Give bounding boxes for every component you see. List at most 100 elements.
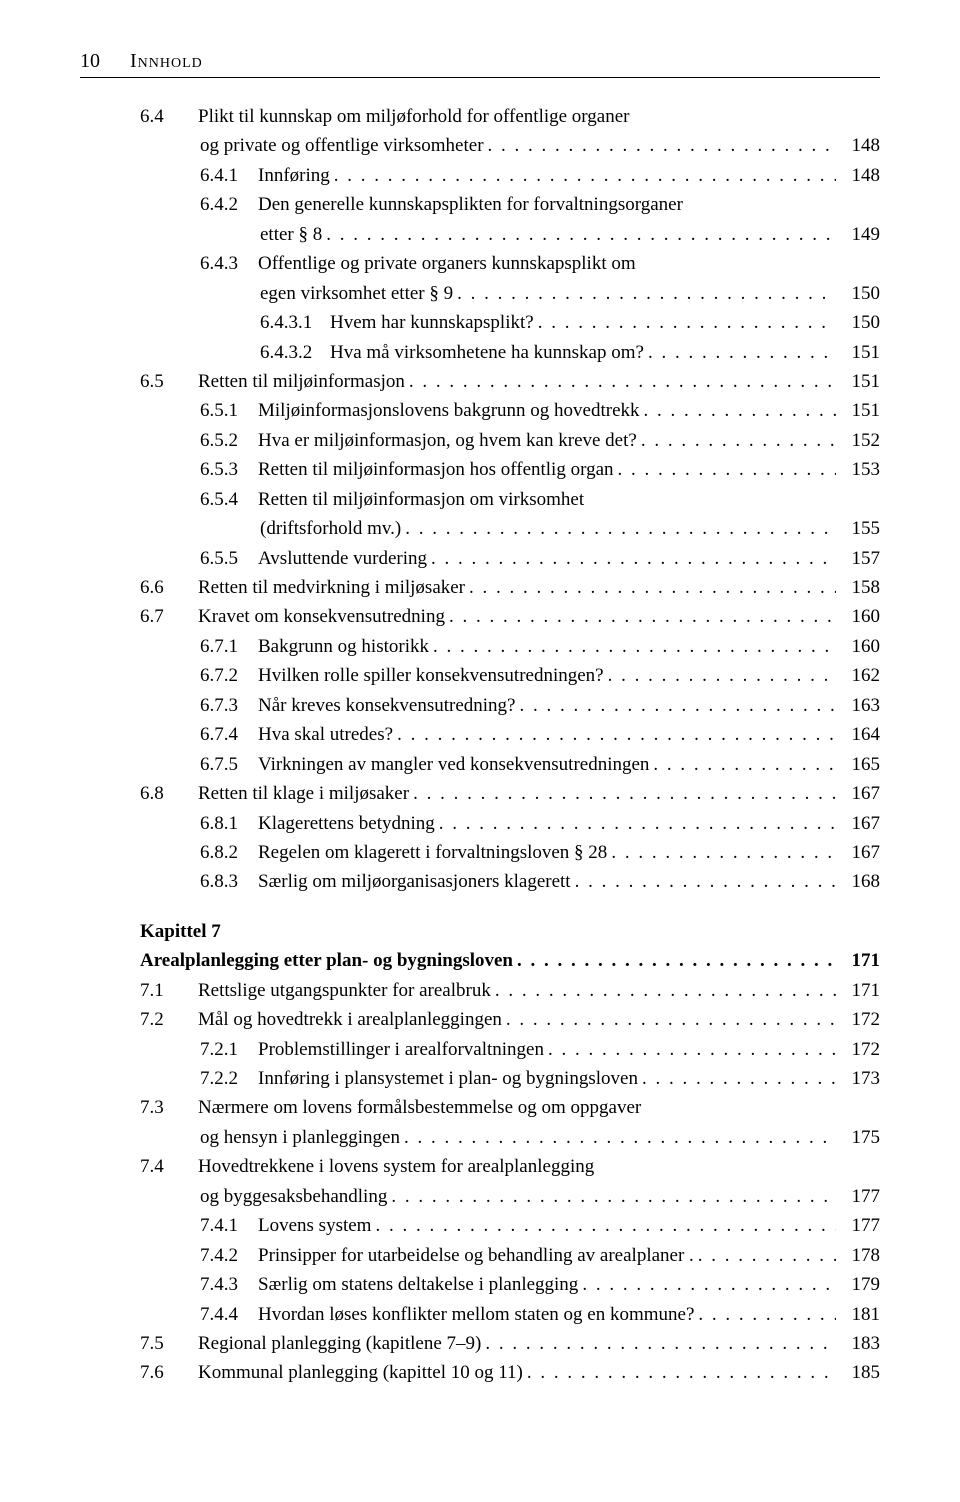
toc-leader <box>413 779 836 808</box>
section-title: Innhold <box>130 50 203 73</box>
toc-leader <box>575 867 836 896</box>
toc-page: 162 <box>840 661 880 690</box>
toc-page: 167 <box>840 809 880 838</box>
table-of-contents: 6.4Plikt til kunnskap om miljøforhold fo… <box>80 102 880 1388</box>
toc-number: 7.4.1 <box>200 1211 258 1240</box>
toc-entry: 6.8.2Regelen om klagerett i forvaltnings… <box>80 838 880 867</box>
toc-label: Regelen om klagerett i forvaltningsloven… <box>258 838 607 867</box>
toc-page: 164 <box>840 720 880 749</box>
toc-entry-continuation: og private og offentlige virksomheter148 <box>80 131 880 160</box>
toc-page: 153 <box>840 455 880 484</box>
toc-leader <box>457 279 836 308</box>
toc-number: 7.3 <box>140 1093 198 1122</box>
toc-leader <box>653 750 836 779</box>
toc-label: Plikt til kunnskap om miljøforhold for o… <box>198 102 630 131</box>
toc-number: 6.5.3 <box>200 455 258 484</box>
page-header: 10 Innhold <box>80 50 880 78</box>
toc-page: 158 <box>840 573 880 602</box>
toc-number: 6.4.3.2 <box>260 338 330 367</box>
toc-label: Retten til miljøinformasjon om virksomhe… <box>258 485 584 514</box>
toc-number: 6.5.2 <box>200 426 258 455</box>
toc-number: 6.8.2 <box>200 838 258 867</box>
toc-number: 7.4 <box>140 1152 198 1181</box>
toc-entry: 6.7.4Hva skal utredes?164 <box>80 720 880 749</box>
toc-page: 149 <box>840 220 880 249</box>
toc-label: Hvem har kunnskapsplikt? <box>330 308 534 337</box>
toc-page: 151 <box>840 338 880 367</box>
toc-label-continuation: etter § 8 <box>260 220 322 249</box>
toc-leader <box>618 455 836 484</box>
toc-leader <box>488 131 836 160</box>
toc-label: Regional planlegging (kapitlene 7–9) <box>198 1329 481 1358</box>
toc-entry-continuation: (driftsforhold mv.)155 <box>80 514 880 543</box>
toc-label: Offentlige og private organers kunnskaps… <box>258 249 636 278</box>
toc-leader <box>519 691 836 720</box>
toc-number: 6.5.5 <box>200 544 258 573</box>
toc-number: 7.4.3 <box>200 1270 258 1299</box>
toc-entry: 6.8.1Klagerettens betydning167 <box>80 809 880 838</box>
toc-page: 163 <box>840 691 880 720</box>
toc-number: 7.5 <box>140 1329 198 1358</box>
chapter-title: Arealplanlegging etter plan- og bygnings… <box>80 946 880 975</box>
toc-entry: 6.4.3.2Hva må virksomhetene ha kunnskap … <box>80 338 880 367</box>
toc-number: 6.4.1 <box>200 161 258 190</box>
toc-page: 152 <box>840 426 880 455</box>
toc-leader <box>582 1270 836 1299</box>
toc-page: 165 <box>840 750 880 779</box>
toc-entry: 7.4Hovedtrekkene i lovens system for are… <box>80 1152 880 1181</box>
toc-label: Retten til miljøinformasjon <box>198 367 405 396</box>
toc-page: 160 <box>840 602 880 631</box>
toc-number: 7.4.2 <box>200 1241 258 1270</box>
toc-entry: 6.4.3Offentlige og private organers kunn… <box>80 249 880 278</box>
toc-label: Hva må virksomhetene ha kunnskap om? <box>330 338 644 367</box>
toc-leader <box>495 976 836 1005</box>
toc-leader <box>611 838 836 867</box>
toc-label: Bakgrunn og historikk <box>258 632 429 661</box>
toc-number: 7.2.1 <box>200 1035 258 1064</box>
toc-leader <box>469 573 836 602</box>
toc-page: 160 <box>840 632 880 661</box>
toc-entry: 6.5.2Hva er miljøinformasjon, og hvem ka… <box>80 426 880 455</box>
toc-label: Problemstillinger i arealforvaltningen <box>258 1035 544 1064</box>
toc-number: 7.4.4 <box>200 1300 258 1329</box>
toc-entry: 6.7Kravet om konsekvensutredning160 <box>80 602 880 631</box>
toc-leader <box>404 1123 836 1152</box>
toc-leader <box>517 946 836 975</box>
toc-number: 6.7.1 <box>200 632 258 661</box>
toc-number: 6.4.3.1 <box>260 308 330 337</box>
toc-label: Prinsipper for utarbeidelse og behandlin… <box>258 1241 694 1270</box>
toc-page: 181 <box>840 1300 880 1329</box>
toc-page: 148 <box>840 131 880 160</box>
toc-label: Hva skal utredes? <box>258 720 393 749</box>
toc-leader <box>409 367 836 396</box>
toc-label: Lovens system <box>258 1211 371 1240</box>
toc-label: Hovedtrekkene i lovens system for arealp… <box>198 1152 594 1181</box>
toc-label-continuation: (driftsforhold mv.) <box>260 514 401 543</box>
toc-label: Når kreves konsekvensutredning? <box>258 691 515 720</box>
toc-number: 6.5.1 <box>200 396 258 425</box>
toc-leader <box>644 396 836 425</box>
toc-label: Innføring <box>258 161 330 190</box>
toc-label: Retten til klage i miljøsaker <box>198 779 409 808</box>
toc-entry-continuation: og byggesaksbehandling177 <box>80 1182 880 1211</box>
toc-number: 7.2 <box>140 1005 198 1034</box>
chapter-heading: Kapittel 7 <box>80 917 880 946</box>
toc-entry: 6.4Plikt til kunnskap om miljøforhold fo… <box>80 102 880 131</box>
toc-entry: 7.2.2Innføring i plansystemet i plan- og… <box>80 1064 880 1093</box>
toc-label: Mål og hovedtrekk i arealplanleggingen <box>198 1005 502 1034</box>
toc-number: 6.7.5 <box>200 750 258 779</box>
toc-entry: 6.4.2Den generelle kunnskapsplikten for … <box>80 190 880 219</box>
toc-number: 6.4.2 <box>200 190 258 219</box>
toc-leader <box>375 1211 836 1240</box>
toc-entry: 6.6Retten til medvirkning i miljøsaker15… <box>80 573 880 602</box>
toc-number: 7.1 <box>140 976 198 1005</box>
toc-page: 150 <box>840 279 880 308</box>
toc-page: 151 <box>840 396 880 425</box>
toc-page: 148 <box>840 161 880 190</box>
toc-leader <box>548 1035 836 1064</box>
toc-entry: 6.7.2Hvilken rolle spiller konsekvensutr… <box>80 661 880 690</box>
toc-leader <box>485 1329 836 1358</box>
toc-label-continuation: og hensyn i planleggingen <box>200 1123 400 1152</box>
toc-label: Kravet om konsekvensutredning <box>198 602 445 631</box>
toc-entry: 6.5.4Retten til miljøinformasjon om virk… <box>80 485 880 514</box>
